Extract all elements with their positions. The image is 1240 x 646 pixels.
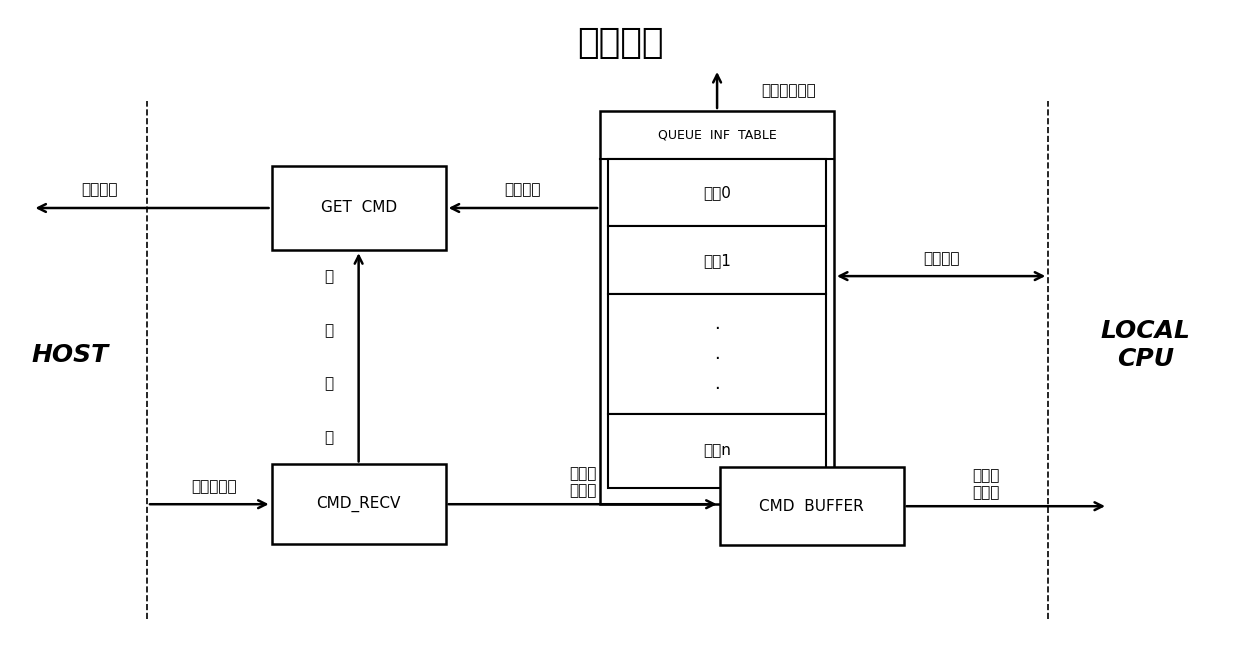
- Bar: [719, 467, 904, 545]
- Text: 命令执行: 命令执行: [577, 26, 663, 60]
- Bar: [608, 413, 826, 488]
- Text: .: .: [714, 375, 720, 393]
- Text: 队列0: 队列0: [703, 185, 732, 200]
- Text: 队列信息: 队列信息: [923, 251, 960, 266]
- Text: 读取队列信息: 读取队列信息: [761, 83, 816, 98]
- Text: GET  CMD: GET CMD: [321, 200, 397, 216]
- Text: 列: 列: [324, 323, 334, 338]
- Bar: [272, 165, 445, 250]
- Text: 获取命令: 获取命令: [82, 183, 118, 198]
- Text: 息: 息: [324, 430, 334, 445]
- Text: 队列信息: 队列信息: [505, 183, 541, 198]
- Text: QUEUE  INF  TABLE: QUEUE INF TABLE: [657, 129, 776, 141]
- Text: 命令与
队列号: 命令与 队列号: [972, 468, 999, 501]
- Bar: [600, 111, 835, 505]
- Text: CMD  BUFFER: CMD BUFFER: [759, 499, 864, 514]
- Text: 命令与
队列号: 命令与 队列号: [569, 466, 596, 499]
- Text: HOST: HOST: [32, 343, 109, 367]
- Bar: [608, 226, 826, 294]
- Text: 返回的命令: 返回的命令: [191, 479, 237, 494]
- Text: 队列1: 队列1: [703, 253, 732, 268]
- Bar: [608, 294, 826, 413]
- Text: .: .: [714, 345, 720, 363]
- Bar: [608, 159, 826, 226]
- Text: 队列n: 队列n: [703, 443, 732, 459]
- Text: .: .: [714, 315, 720, 333]
- Text: CMD_RECV: CMD_RECV: [316, 496, 401, 512]
- Text: 队: 队: [324, 269, 334, 285]
- Bar: [272, 464, 445, 544]
- Text: LOCAL
CPU: LOCAL CPU: [1101, 319, 1190, 371]
- Text: 信: 信: [324, 377, 334, 391]
